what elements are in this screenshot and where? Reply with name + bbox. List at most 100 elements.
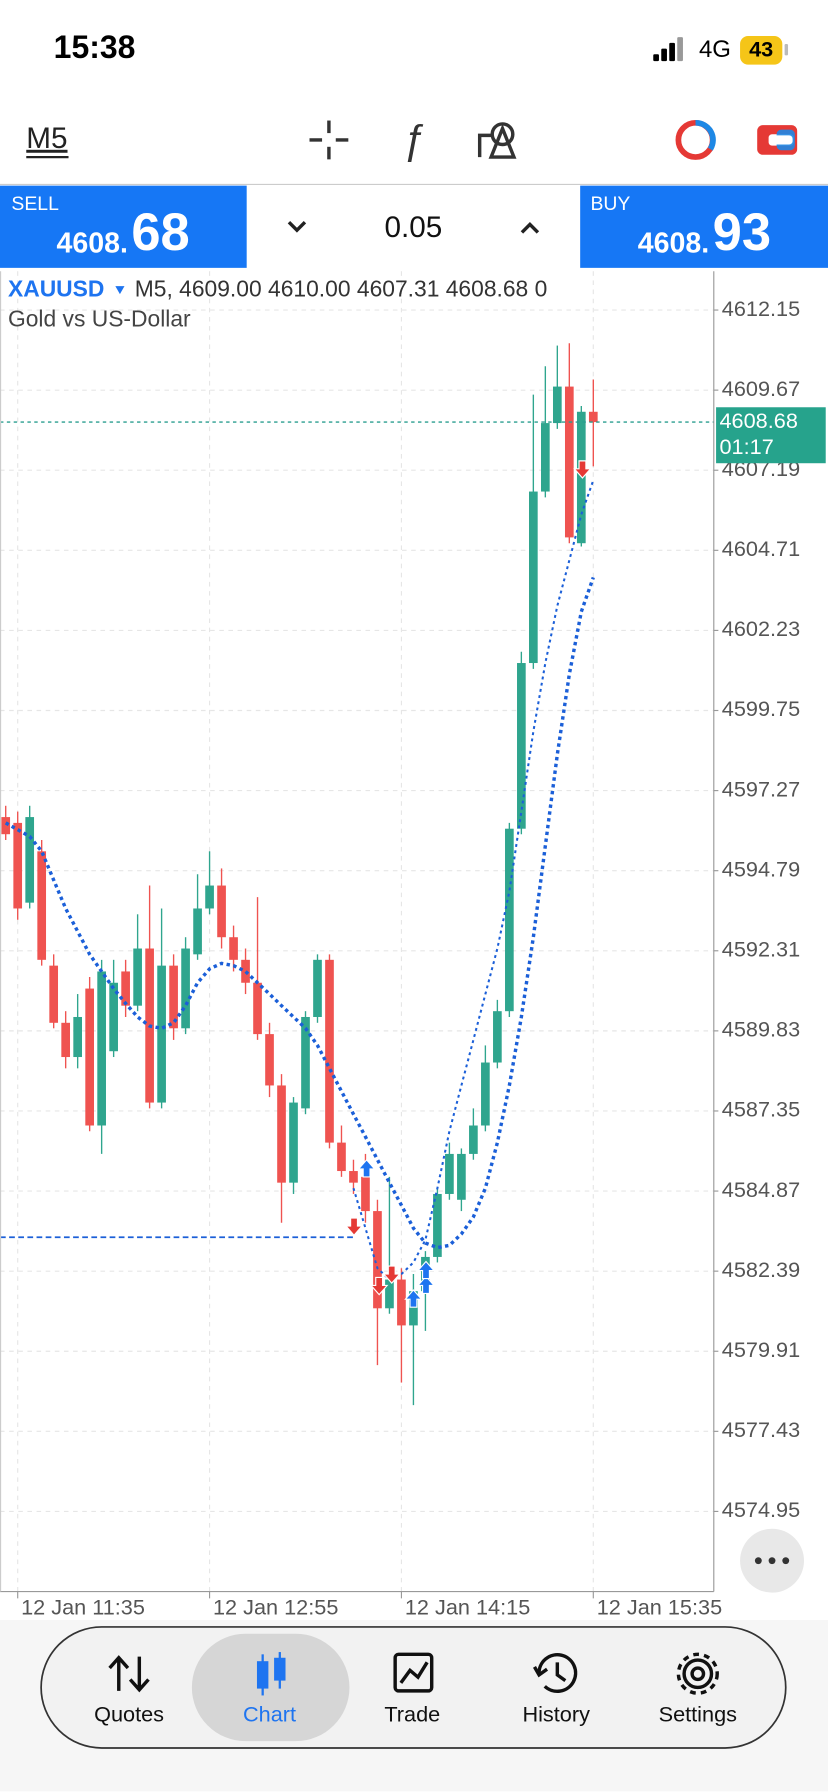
candle-body — [265, 1034, 274, 1086]
candle-body — [349, 1171, 358, 1183]
volume-up-button[interactable] — [520, 222, 540, 234]
y-tick-label: 4609.67 — [722, 376, 800, 401]
symbol-label: XAUUSD — [8, 276, 104, 302]
candle-body — [241, 959, 250, 983]
candle-body — [588, 411, 598, 423]
candle-body — [289, 1102, 298, 1183]
candle-body — [157, 965, 166, 1103]
chart-area — [0, 271, 714, 1592]
candle-body — [385, 1279, 394, 1309]
candle-body — [552, 386, 562, 424]
candle-body — [481, 1062, 490, 1126]
sell-label: SELL — [11, 193, 59, 215]
candle-body — [25, 817, 35, 903]
countdown-label: 01:17 — [720, 434, 774, 459]
candle-body — [313, 959, 322, 1017]
y-tick-label: 4612.15 — [722, 296, 800, 321]
chart: 4612.154609.674607.194604.714602.234599.… — [0, 271, 826, 1619]
nav-label[interactable]: Quotes — [94, 1702, 164, 1727]
candle-body — [169, 965, 178, 1029]
x-tick-label: 12 Jan 11:35 — [21, 1594, 145, 1619]
trade-icon — [393, 1652, 434, 1693]
x-tick-label: 12 Jan 15:35 — [597, 1594, 722, 1619]
nav-label[interactable]: Settings — [659, 1702, 738, 1727]
candle-body — [85, 988, 94, 1126]
quotes-icon — [108, 1655, 150, 1693]
candle-body — [301, 1016, 310, 1109]
volume-down-button[interactable] — [287, 220, 307, 233]
buy-price-main: 4608. — [638, 228, 709, 260]
candle-body — [517, 663, 526, 829]
trade-clock-button[interactable] — [675, 119, 716, 160]
candle-body — [73, 1016, 83, 1058]
candle-body — [493, 1011, 502, 1063]
candle-body — [205, 885, 214, 909]
nav-bar — [40, 1626, 787, 1749]
buy-button[interactable] — [580, 185, 828, 268]
buy-signal-arrow — [357, 1158, 376, 1178]
indicators-button[interactable]: ƒ — [402, 116, 425, 164]
sell-button[interactable] — [0, 185, 247, 268]
settings-icon — [676, 1652, 719, 1695]
candle-body — [217, 885, 226, 938]
sell-signal-arrow — [382, 1265, 401, 1285]
signal-icon — [653, 37, 683, 62]
y-tick-label: 4597.27 — [722, 776, 800, 801]
battery-icon — [740, 36, 783, 65]
status-time: 15:38 — [54, 29, 136, 65]
candle-body — [121, 971, 130, 1006]
nav-label[interactable]: Chart — [243, 1702, 296, 1727]
chart-info: M5, 4609.00 4610.00 4607.31 4608.68 0 — [135, 276, 548, 302]
candle-body — [505, 828, 514, 1012]
candle-body — [193, 908, 202, 955]
y-tick-label: 4579.91 — [722, 1337, 800, 1362]
candle-body — [97, 971, 106, 1126]
nav-label[interactable]: History — [522, 1702, 590, 1727]
candle-body — [529, 491, 538, 664]
y-tick-label: 4594.79 — [722, 856, 800, 881]
nav-labels: Quotes Chart Trade History Settings — [94, 1702, 737, 1727]
current-price-box — [716, 407, 826, 464]
current-price-label: 4608.68 — [720, 408, 798, 433]
y-tick-label: 4604.71 — [722, 536, 800, 561]
chart-description: Gold vs US-Dollar — [8, 305, 191, 331]
battery-nub — [784, 44, 789, 56]
objects-button[interactable] — [477, 122, 517, 159]
candle-body — [397, 1279, 406, 1326]
candle-body — [409, 1291, 418, 1326]
sell-price-big: 68 — [131, 203, 189, 262]
sell-signal-arrow — [369, 1276, 389, 1296]
candle-body — [229, 937, 238, 960]
nav-label[interactable]: Trade — [384, 1702, 440, 1727]
candle-body — [337, 1142, 346, 1172]
one-click-button[interactable] — [757, 125, 798, 155]
more-dots — [754, 1557, 790, 1565]
candle-body — [181, 948, 190, 1029]
candle-body — [109, 982, 118, 1052]
y-tick-label: 4587.35 — [722, 1097, 800, 1122]
y-tick-label: 4582.39 — [722, 1257, 800, 1282]
battery-level: 43 — [749, 37, 773, 62]
nav-active-highlight — [191, 1633, 350, 1742]
x-tick-label: 12 Jan 14:15 — [405, 1594, 530, 1619]
candle-body — [373, 1211, 382, 1309]
buy-signal-arrow — [404, 1289, 423, 1308]
candle-body — [540, 423, 550, 492]
candle-body — [457, 1153, 466, 1200]
candle-body — [61, 1022, 71, 1058]
y-tick-label: 4599.75 — [722, 696, 800, 721]
candle-body — [277, 1085, 286, 1183]
volume-value[interactable]: 0.05 — [385, 211, 443, 244]
buy-signal-arrow — [416, 1260, 436, 1280]
crosshair-button[interactable] — [309, 120, 349, 160]
y-tick-label: 4577.43 — [722, 1417, 800, 1442]
timeframe-button[interactable]: M5 — [26, 122, 67, 155]
candle-body — [361, 1176, 370, 1212]
candle-body — [433, 1193, 442, 1257]
candle-body — [37, 851, 47, 960]
buy-label: BUY — [590, 193, 630, 215]
candle-body — [564, 386, 574, 538]
y-tick-label: 4602.23 — [722, 616, 800, 641]
